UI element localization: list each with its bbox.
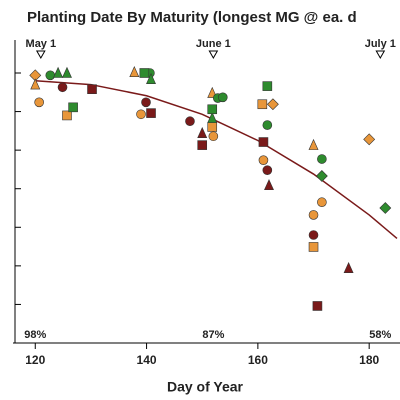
x-tick-label: 140 — [137, 353, 157, 367]
data-point — [379, 202, 392, 214]
trend-line — [35, 79, 398, 240]
x-tick-label: 120 — [25, 353, 45, 367]
data-point — [266, 98, 279, 111]
data-point — [262, 120, 273, 130]
percent-label: 87% — [202, 329, 224, 341]
chart-title: Planting Date By Maturity (longest MG @ … — [27, 9, 357, 26]
data-point — [62, 110, 72, 121]
date-marker-label: May 1 — [26, 38, 57, 50]
data-point — [62, 66, 72, 78]
data-point — [262, 81, 273, 91]
percent-label: 98% — [24, 329, 46, 341]
date-marker-label: July 1 — [365, 38, 396, 50]
data-point — [139, 68, 150, 78]
data-point — [45, 70, 56, 81]
data-point — [258, 137, 269, 147]
data-point — [264, 179, 274, 191]
data-point — [208, 131, 219, 142]
data-point — [129, 65, 140, 78]
data-point — [207, 122, 218, 132]
date-marker — [35, 50, 46, 60]
data-point — [68, 102, 78, 113]
data-point — [308, 242, 319, 252]
percent-label: 58% — [369, 329, 391, 341]
date-marker-label: June 1 — [196, 38, 231, 50]
data-point — [136, 109, 146, 120]
data-point — [317, 197, 327, 208]
data-point — [218, 92, 228, 103]
data-point — [53, 66, 64, 78]
data-point — [87, 84, 97, 94]
data-point — [343, 261, 354, 273]
data-point — [34, 97, 44, 108]
data-point — [30, 78, 41, 90]
data-point — [257, 99, 268, 110]
data-point — [308, 230, 319, 240]
data-point — [258, 155, 269, 165]
data-point — [141, 97, 151, 108]
date-marker — [375, 50, 386, 60]
x-tick-label: 180 — [359, 353, 379, 367]
data-point — [207, 104, 218, 115]
date-marker — [208, 50, 219, 60]
x-tick-label: 160 — [248, 353, 268, 367]
data-point — [317, 154, 327, 164]
data-point — [197, 140, 208, 150]
data-point — [363, 133, 376, 146]
x-axis-label: Day of Year — [167, 379, 244, 395]
data-point — [197, 126, 208, 138]
data-point — [315, 170, 328, 182]
data-point — [312, 301, 323, 311]
data-point — [57, 82, 68, 93]
data-point — [262, 165, 273, 175]
data-point — [308, 138, 319, 150]
data-point — [146, 108, 156, 118]
data-point — [185, 116, 195, 127]
data-point — [207, 111, 218, 123]
data-point — [146, 72, 156, 84]
data-point — [308, 210, 319, 220]
